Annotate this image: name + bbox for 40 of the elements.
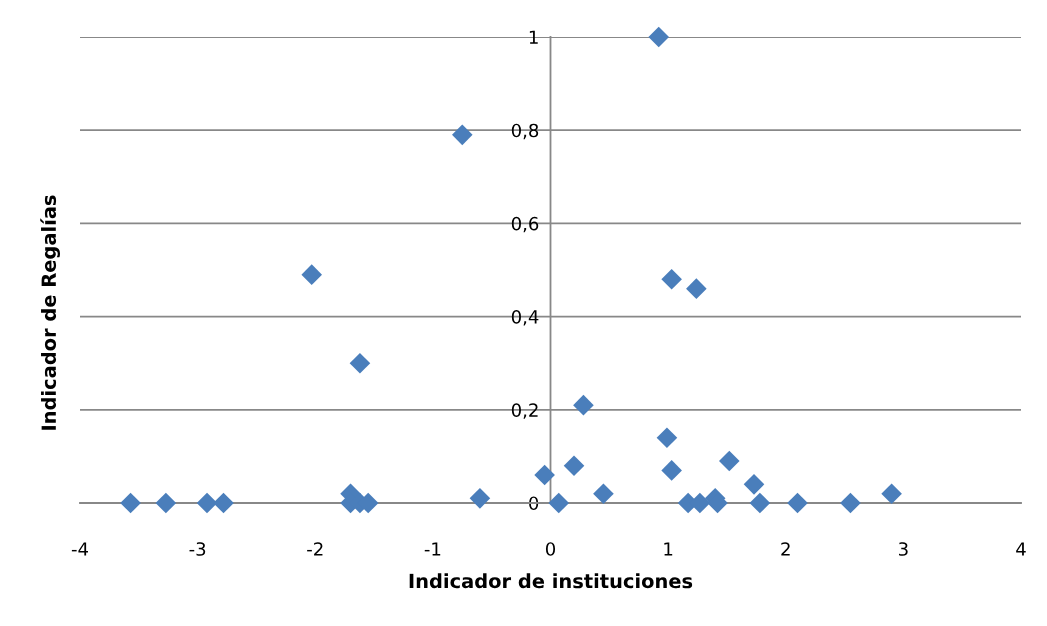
point bbox=[661, 460, 682, 481]
x-tick-label: 0 bbox=[545, 542, 556, 556]
point bbox=[661, 269, 682, 290]
y-tick-label: 0,6 bbox=[511, 216, 539, 233]
point bbox=[534, 464, 555, 486]
x-tick-label: 4 bbox=[1016, 542, 1026, 556]
point bbox=[593, 483, 614, 504]
x-tick-label: 2 bbox=[781, 542, 790, 556]
point bbox=[787, 492, 808, 514]
point bbox=[213, 492, 234, 514]
point bbox=[718, 450, 740, 472]
point bbox=[548, 492, 570, 514]
point bbox=[120, 492, 141, 514]
point bbox=[196, 492, 218, 514]
point bbox=[349, 352, 371, 374]
x-tick-label: -4 bbox=[71, 542, 88, 556]
point bbox=[749, 492, 771, 514]
x-tick-label: -3 bbox=[189, 542, 206, 556]
x-tick-label: 3 bbox=[899, 542, 908, 556]
point bbox=[881, 483, 902, 504]
point bbox=[301, 264, 323, 285]
y-axis-title: Indicador de Regalías bbox=[40, 195, 60, 430]
point bbox=[563, 455, 585, 477]
point bbox=[469, 488, 491, 509]
x-axis-title: Indicador de instituciones bbox=[409, 573, 693, 589]
point bbox=[656, 427, 678, 449]
x-tick-label: 1 bbox=[664, 542, 673, 556]
point bbox=[686, 278, 707, 299]
y-tick-label: 1 bbox=[529, 30, 538, 44]
point bbox=[451, 124, 473, 146]
x-tick-label: -1 bbox=[424, 542, 441, 556]
y-tick-label: 0,4 bbox=[511, 310, 539, 326]
x-tick-label: -2 bbox=[307, 542, 323, 556]
point bbox=[743, 474, 765, 495]
point bbox=[155, 492, 177, 514]
y-tick-label: 0,2 bbox=[511, 403, 538, 419]
point bbox=[840, 492, 861, 514]
y-tick-label: 0,8 bbox=[511, 123, 539, 140]
point bbox=[573, 394, 594, 416]
point bbox=[648, 26, 670, 48]
